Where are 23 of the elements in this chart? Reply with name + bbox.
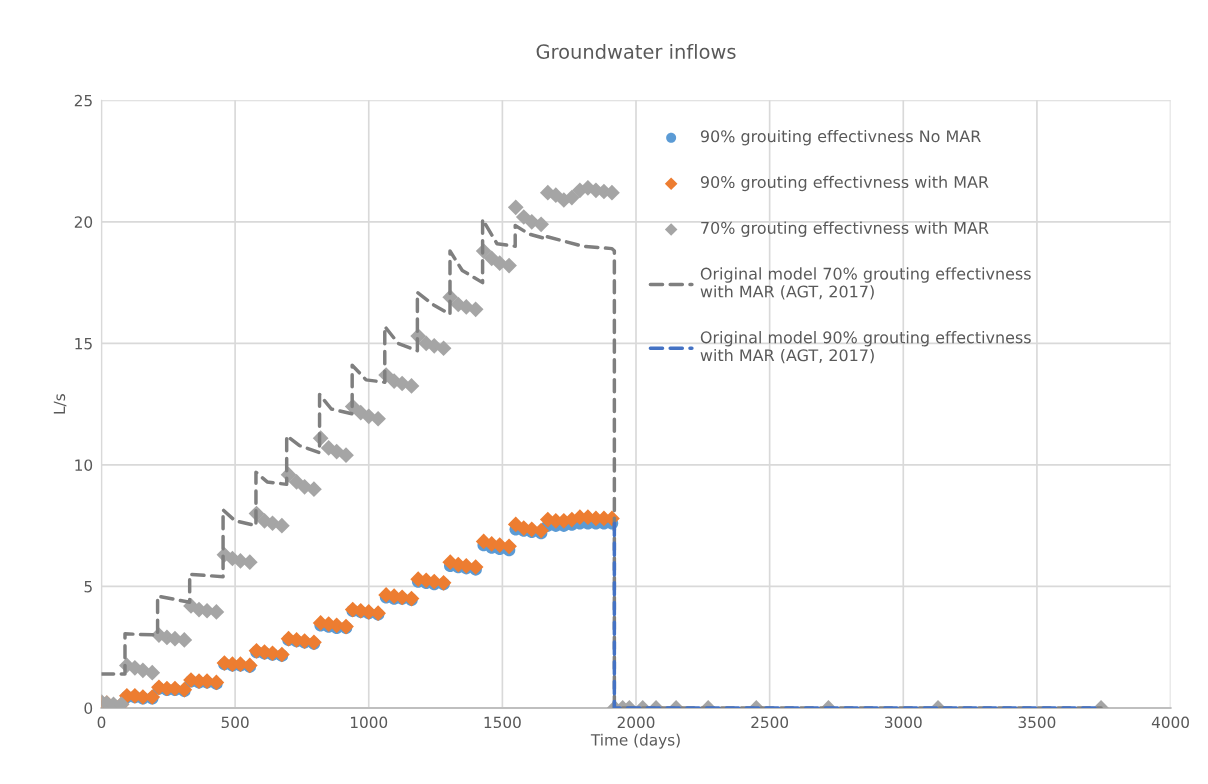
y-tick-label: 20 xyxy=(74,216,93,228)
x-axis-title: Time (days) xyxy=(590,733,680,749)
legend-label: Original model 90% grouting effectivness with MAR (AGT, 2017) xyxy=(700,331,1031,364)
x-tick-label: 500 xyxy=(221,716,249,729)
y-tick-label: 10 xyxy=(75,459,93,471)
x-tick-label: 2000 xyxy=(617,716,655,729)
legend-label: 90% grouiting effectivness No MAR xyxy=(700,129,981,146)
y-tick-label: 25 xyxy=(74,94,92,107)
x-tick-label: 2500 xyxy=(751,716,789,729)
y-axis-title: L/s xyxy=(53,394,67,414)
legend-label: Original model 70% grouting effectivness with MAR (AGT, 2017) xyxy=(700,267,1031,300)
x-tick-label: 3000 xyxy=(885,716,922,729)
x-tick-label: 0 xyxy=(97,716,106,729)
x-tick-label: 3500 xyxy=(1018,716,1056,729)
y-tick-label: 0 xyxy=(84,702,93,714)
y-tick-label: 5 xyxy=(84,581,92,593)
chart-title: Groundwater inflows xyxy=(536,43,736,59)
y-tick-label: 15 xyxy=(75,338,92,350)
x-tick-label: 1500 xyxy=(484,716,521,729)
x-tick-label: 1000 xyxy=(350,716,388,729)
x-tick-label: 4000 xyxy=(1151,716,1189,729)
legend-label: 70% grouting effectivness with MAR xyxy=(701,221,989,237)
legend-label: 90% grouting effectivness with MAR xyxy=(700,175,989,192)
